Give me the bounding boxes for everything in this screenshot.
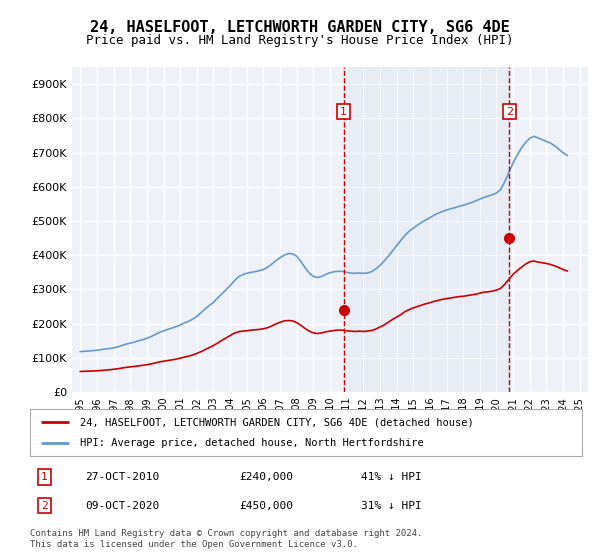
Text: 2: 2 — [41, 501, 48, 511]
Text: £240,000: £240,000 — [240, 472, 294, 482]
Text: 1: 1 — [340, 106, 347, 116]
Text: 27-OCT-2010: 27-OCT-2010 — [85, 472, 160, 482]
Text: £450,000: £450,000 — [240, 501, 294, 511]
Text: 24, HASELFOOT, LETCHWORTH GARDEN CITY, SG6 4DE (detached house): 24, HASELFOOT, LETCHWORTH GARDEN CITY, S… — [80, 417, 473, 427]
Text: 09-OCT-2020: 09-OCT-2020 — [85, 501, 160, 511]
Text: Contains HM Land Registry data © Crown copyright and database right 2024.
This d: Contains HM Land Registry data © Crown c… — [30, 529, 422, 549]
Text: 24, HASELFOOT, LETCHWORTH GARDEN CITY, SG6 4DE: 24, HASELFOOT, LETCHWORTH GARDEN CITY, S… — [90, 20, 510, 35]
Bar — [344, 67, 509, 392]
Text: 1: 1 — [41, 472, 48, 482]
Text: 41% ↓ HPI: 41% ↓ HPI — [361, 472, 422, 482]
Text: 2: 2 — [506, 106, 513, 116]
Text: HPI: Average price, detached house, North Hertfordshire: HPI: Average price, detached house, Nort… — [80, 438, 424, 448]
Text: Price paid vs. HM Land Registry's House Price Index (HPI): Price paid vs. HM Land Registry's House … — [86, 34, 514, 46]
Text: 31% ↓ HPI: 31% ↓ HPI — [361, 501, 422, 511]
